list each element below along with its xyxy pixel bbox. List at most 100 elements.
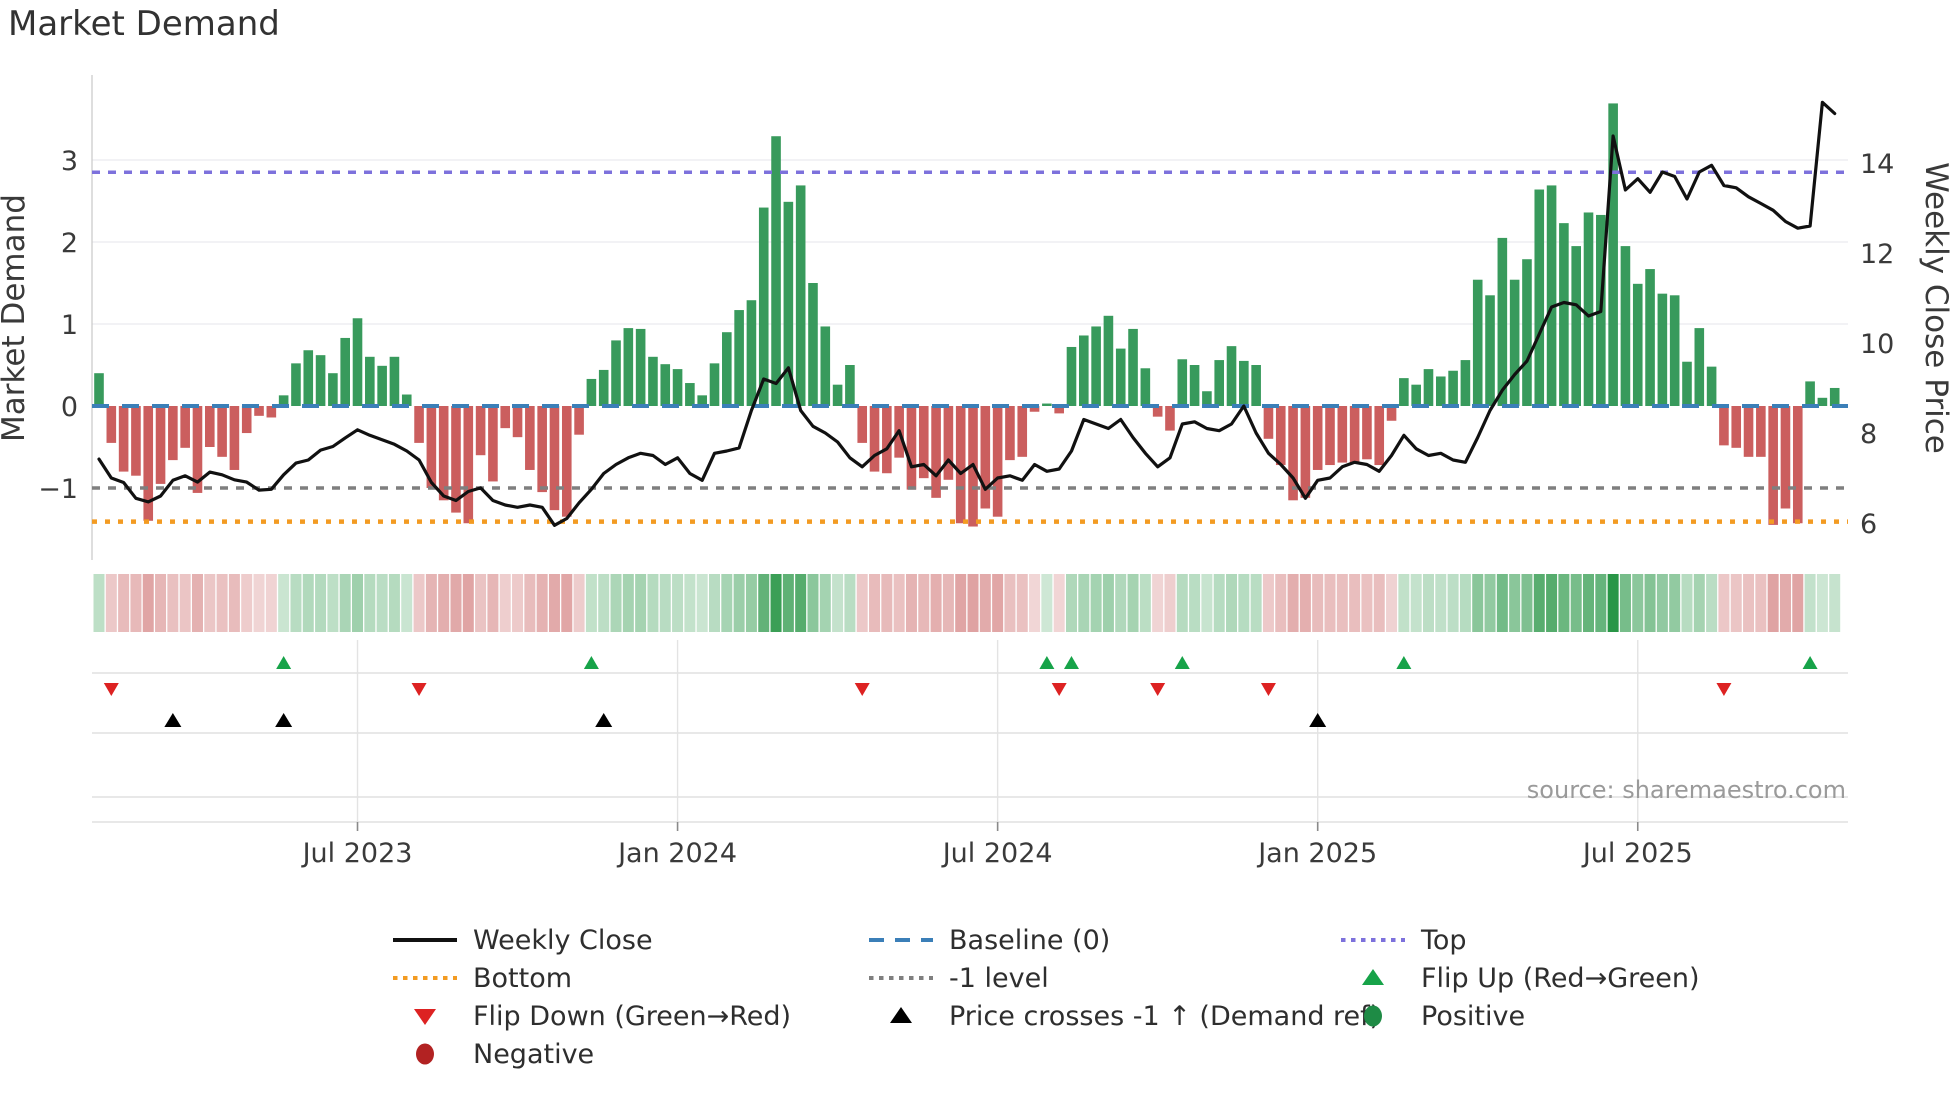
heatmap-cell xyxy=(1065,574,1077,632)
heatmap-cell xyxy=(992,574,1004,632)
heatmap-cell xyxy=(1078,574,1090,632)
demand-bar xyxy=(623,328,634,406)
heatmap-cell xyxy=(1201,574,1213,632)
heatmap-cell xyxy=(1447,574,1459,632)
heatmap-cell xyxy=(167,574,179,632)
flip-up-marker xyxy=(1396,656,1412,669)
demand-bar xyxy=(955,406,966,524)
demand-bar xyxy=(709,363,720,406)
heatmap-cell xyxy=(438,574,450,632)
heatmap-cell xyxy=(1029,574,1041,632)
reference-lines xyxy=(92,170,1848,524)
demand-bar xyxy=(1300,406,1311,498)
demand-bar xyxy=(1017,406,1028,457)
demand-bar xyxy=(254,406,264,416)
heatmap-cell xyxy=(1681,574,1693,632)
heatmap-cell xyxy=(179,574,191,632)
heatmap-cell xyxy=(105,574,117,632)
heatmap-cell xyxy=(782,574,794,632)
heatmap-cell xyxy=(807,574,819,632)
demand-bar xyxy=(1226,346,1237,406)
heatmap-cell xyxy=(1693,574,1705,632)
demand-bar xyxy=(1362,406,1372,460)
demand-bar xyxy=(1152,406,1163,417)
heatmap-cell xyxy=(302,574,314,632)
heatmap-cell xyxy=(253,574,265,632)
demand-bar xyxy=(463,406,474,524)
heatmap-cell xyxy=(955,574,967,632)
price-cross-marker xyxy=(164,713,182,727)
demand-bar xyxy=(1386,406,1397,421)
demand-bar xyxy=(1546,185,1557,406)
demand-bar xyxy=(525,406,535,470)
demand-bar xyxy=(1509,279,1520,406)
flip-down-marker xyxy=(1260,683,1276,696)
y-axis-label-left: Market Demand xyxy=(0,194,32,442)
flip-markers xyxy=(103,656,1818,727)
demand-bar xyxy=(586,378,597,406)
heatmap-cell xyxy=(401,574,413,632)
price-cross-marker xyxy=(1309,713,1327,727)
legend-item: Weekly Close xyxy=(393,925,653,956)
heatmap-cell xyxy=(1509,574,1521,632)
heatmap-cell xyxy=(979,574,991,632)
y-tick-label-right: 6 xyxy=(1860,509,1877,540)
heatmap-cell xyxy=(1435,574,1447,632)
heatmap-cell xyxy=(315,574,327,632)
demand-bar xyxy=(943,406,954,480)
heatmap-cell xyxy=(1176,574,1188,632)
heatmap-cell xyxy=(1706,574,1718,632)
heatmap-cell xyxy=(1139,574,1151,632)
heatmap-cell xyxy=(1619,574,1631,632)
demand-bar xyxy=(1275,406,1286,466)
heatmap-cell xyxy=(1336,574,1348,632)
demand-bar xyxy=(1066,346,1077,406)
demand-bar xyxy=(1312,406,1323,470)
demand-bar xyxy=(204,406,215,447)
demand-bar xyxy=(931,406,941,498)
demand-bar xyxy=(1694,328,1705,406)
demand-bar xyxy=(1042,403,1052,406)
demand-bar xyxy=(758,207,769,406)
heatmap-cell xyxy=(1250,574,1262,632)
demand-bar xyxy=(1239,360,1249,406)
demand-bar xyxy=(488,406,498,482)
price-cross-marker xyxy=(275,713,293,727)
demand-bar xyxy=(1177,359,1188,406)
legend-label: -1 level xyxy=(949,963,1049,994)
heatmap-cell xyxy=(1226,574,1238,632)
heatmap-cell xyxy=(228,574,240,632)
flip-down-marker xyxy=(1150,683,1166,696)
demand-bar xyxy=(1325,406,1335,466)
demand-bar xyxy=(1534,189,1545,406)
demand-bar xyxy=(500,406,511,429)
demand-bar xyxy=(697,395,707,406)
demand-bar xyxy=(685,383,695,406)
demand-bar xyxy=(992,406,1003,517)
heatmap-cell xyxy=(499,574,511,632)
demand-bar xyxy=(1374,406,1385,466)
heatmap-cell xyxy=(684,574,696,632)
demand-bar xyxy=(168,406,178,461)
legend-item: -1 level xyxy=(869,963,1049,994)
price-line-path xyxy=(97,100,1837,527)
heatmap-cell xyxy=(758,574,770,632)
demand-bar xyxy=(1768,406,1778,525)
heatmap-cell xyxy=(1041,574,1053,632)
heatmap-cell xyxy=(1804,574,1816,632)
demand-bar xyxy=(1706,366,1717,406)
demand-bar xyxy=(1411,384,1421,406)
page-title: Market Demand xyxy=(8,4,280,44)
heatmap-cell xyxy=(622,574,634,632)
heatmap-cell xyxy=(893,574,905,632)
demand-bar xyxy=(795,185,806,406)
heatmap-cell xyxy=(1164,574,1176,632)
heatmap-cell xyxy=(610,574,622,632)
flip-up-marker xyxy=(583,656,599,669)
demand-bar xyxy=(94,373,104,406)
heatmap-cell xyxy=(1275,574,1287,632)
demand-bar xyxy=(1805,381,1815,406)
demand-bar xyxy=(882,406,892,474)
